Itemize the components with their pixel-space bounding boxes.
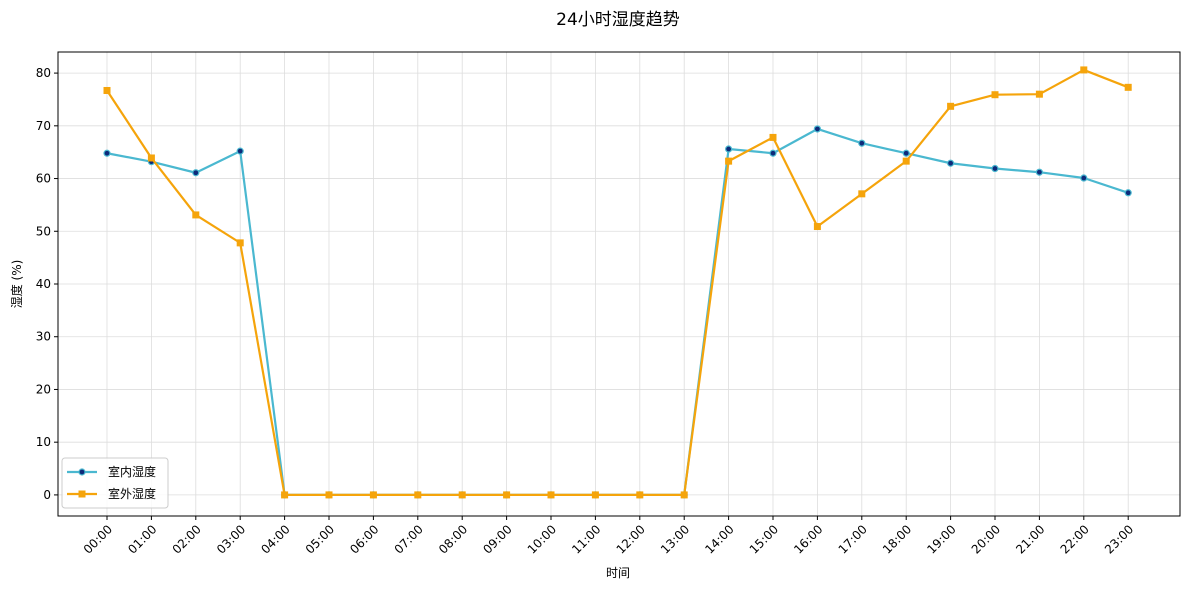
x-tick-label: 21:00 [1013, 522, 1047, 556]
chart-title: 24小时湿度趋势 [556, 10, 680, 30]
data-point [103, 149, 111, 157]
data-point [1080, 174, 1088, 182]
data-point [1080, 66, 1088, 74]
data-point [591, 491, 599, 499]
data-point [1124, 189, 1132, 197]
x-tick-label: 03:00 [214, 522, 248, 556]
y-tick-label: 50 [36, 224, 51, 238]
data-point [1124, 83, 1132, 91]
data-point [236, 239, 244, 247]
data-point [503, 491, 511, 499]
x-tick-label: 13:00 [658, 522, 692, 556]
data-point [680, 491, 688, 499]
x-tick-label: 05:00 [303, 522, 337, 556]
x-tick-label: 00:00 [81, 522, 115, 556]
x-tick-label: 19:00 [924, 522, 958, 556]
x-tick-label: 01:00 [125, 522, 159, 556]
y-tick-label: 40 [36, 277, 51, 291]
x-tick-label: 06:00 [347, 522, 381, 556]
data-point [813, 125, 822, 133]
x-tick-label: 08:00 [436, 522, 470, 556]
data-point [236, 147, 244, 155]
y-tick-label: 30 [36, 330, 51, 344]
series-line-1 [106, 127, 1129, 497]
data-point [991, 91, 999, 99]
x-tick-label: 18:00 [880, 522, 914, 556]
data-point [192, 211, 200, 219]
grid [58, 52, 1180, 516]
y-tick-label: 70 [36, 119, 51, 133]
x-tick-label: 14:00 [702, 522, 736, 556]
data-point [547, 491, 555, 499]
x-tick-label: 22:00 [1058, 522, 1092, 556]
data-point [769, 149, 777, 157]
x-tick-label: 15:00 [747, 522, 781, 556]
x-tick-label: 12:00 [614, 522, 648, 556]
data-point [858, 190, 866, 198]
x-tick-label: 07:00 [392, 522, 426, 556]
data-point [192, 169, 200, 177]
data-point [902, 149, 910, 157]
legend-label: 室外湿度 [108, 486, 156, 501]
y-tick-label: 20 [36, 382, 51, 396]
x-tick-label: 02:00 [170, 522, 204, 556]
legend-marker [78, 468, 86, 476]
y-axis-label: 湿度 (%) [9, 260, 24, 309]
x-tick-label: 10:00 [525, 522, 559, 556]
legend-marker [78, 490, 86, 498]
data-point [147, 154, 155, 162]
data-point [369, 491, 377, 499]
data-point [725, 157, 733, 165]
y-tick-label: 0 [43, 488, 51, 502]
x-tick-label: 20:00 [969, 522, 1003, 556]
series-line-2 [106, 68, 1129, 497]
data-point [858, 139, 866, 147]
data-point [103, 86, 111, 94]
data-point [414, 491, 422, 499]
y-tick-label: 80 [36, 66, 51, 80]
series-layer [103, 66, 1132, 499]
data-point [902, 157, 910, 165]
data-point [636, 491, 644, 499]
data-point [458, 491, 466, 499]
data-point [1035, 168, 1044, 176]
legend-frame [61, 457, 169, 509]
data-point [947, 102, 955, 110]
data-point [1035, 90, 1043, 98]
x-tick-label: 09:00 [480, 522, 514, 556]
x-tick-label: 11:00 [569, 522, 603, 556]
data-point [325, 491, 333, 499]
y-tick-label: 60 [36, 172, 51, 186]
x-tick-label: 23:00 [1102, 522, 1136, 556]
axis-ticks: 00:00 01:00 02:00 03:00 04:00 05:00 06:00 07:00… [36, 66, 1137, 556]
y-tick-label: 10 [36, 435, 51, 449]
data-point [281, 491, 289, 499]
data-point [769, 133, 777, 141]
data-point [991, 164, 999, 173]
data-point [813, 223, 821, 231]
x-tick-label: 04:00 [258, 522, 292, 556]
data-point [724, 145, 733, 153]
x-tick-label: 16:00 [791, 522, 825, 556]
data-point [946, 159, 955, 167]
x-tick-label: 17:00 [836, 522, 870, 556]
legend-label: 室内湿度 [108, 464, 156, 479]
x-axis-label: 时间 [606, 566, 630, 580]
